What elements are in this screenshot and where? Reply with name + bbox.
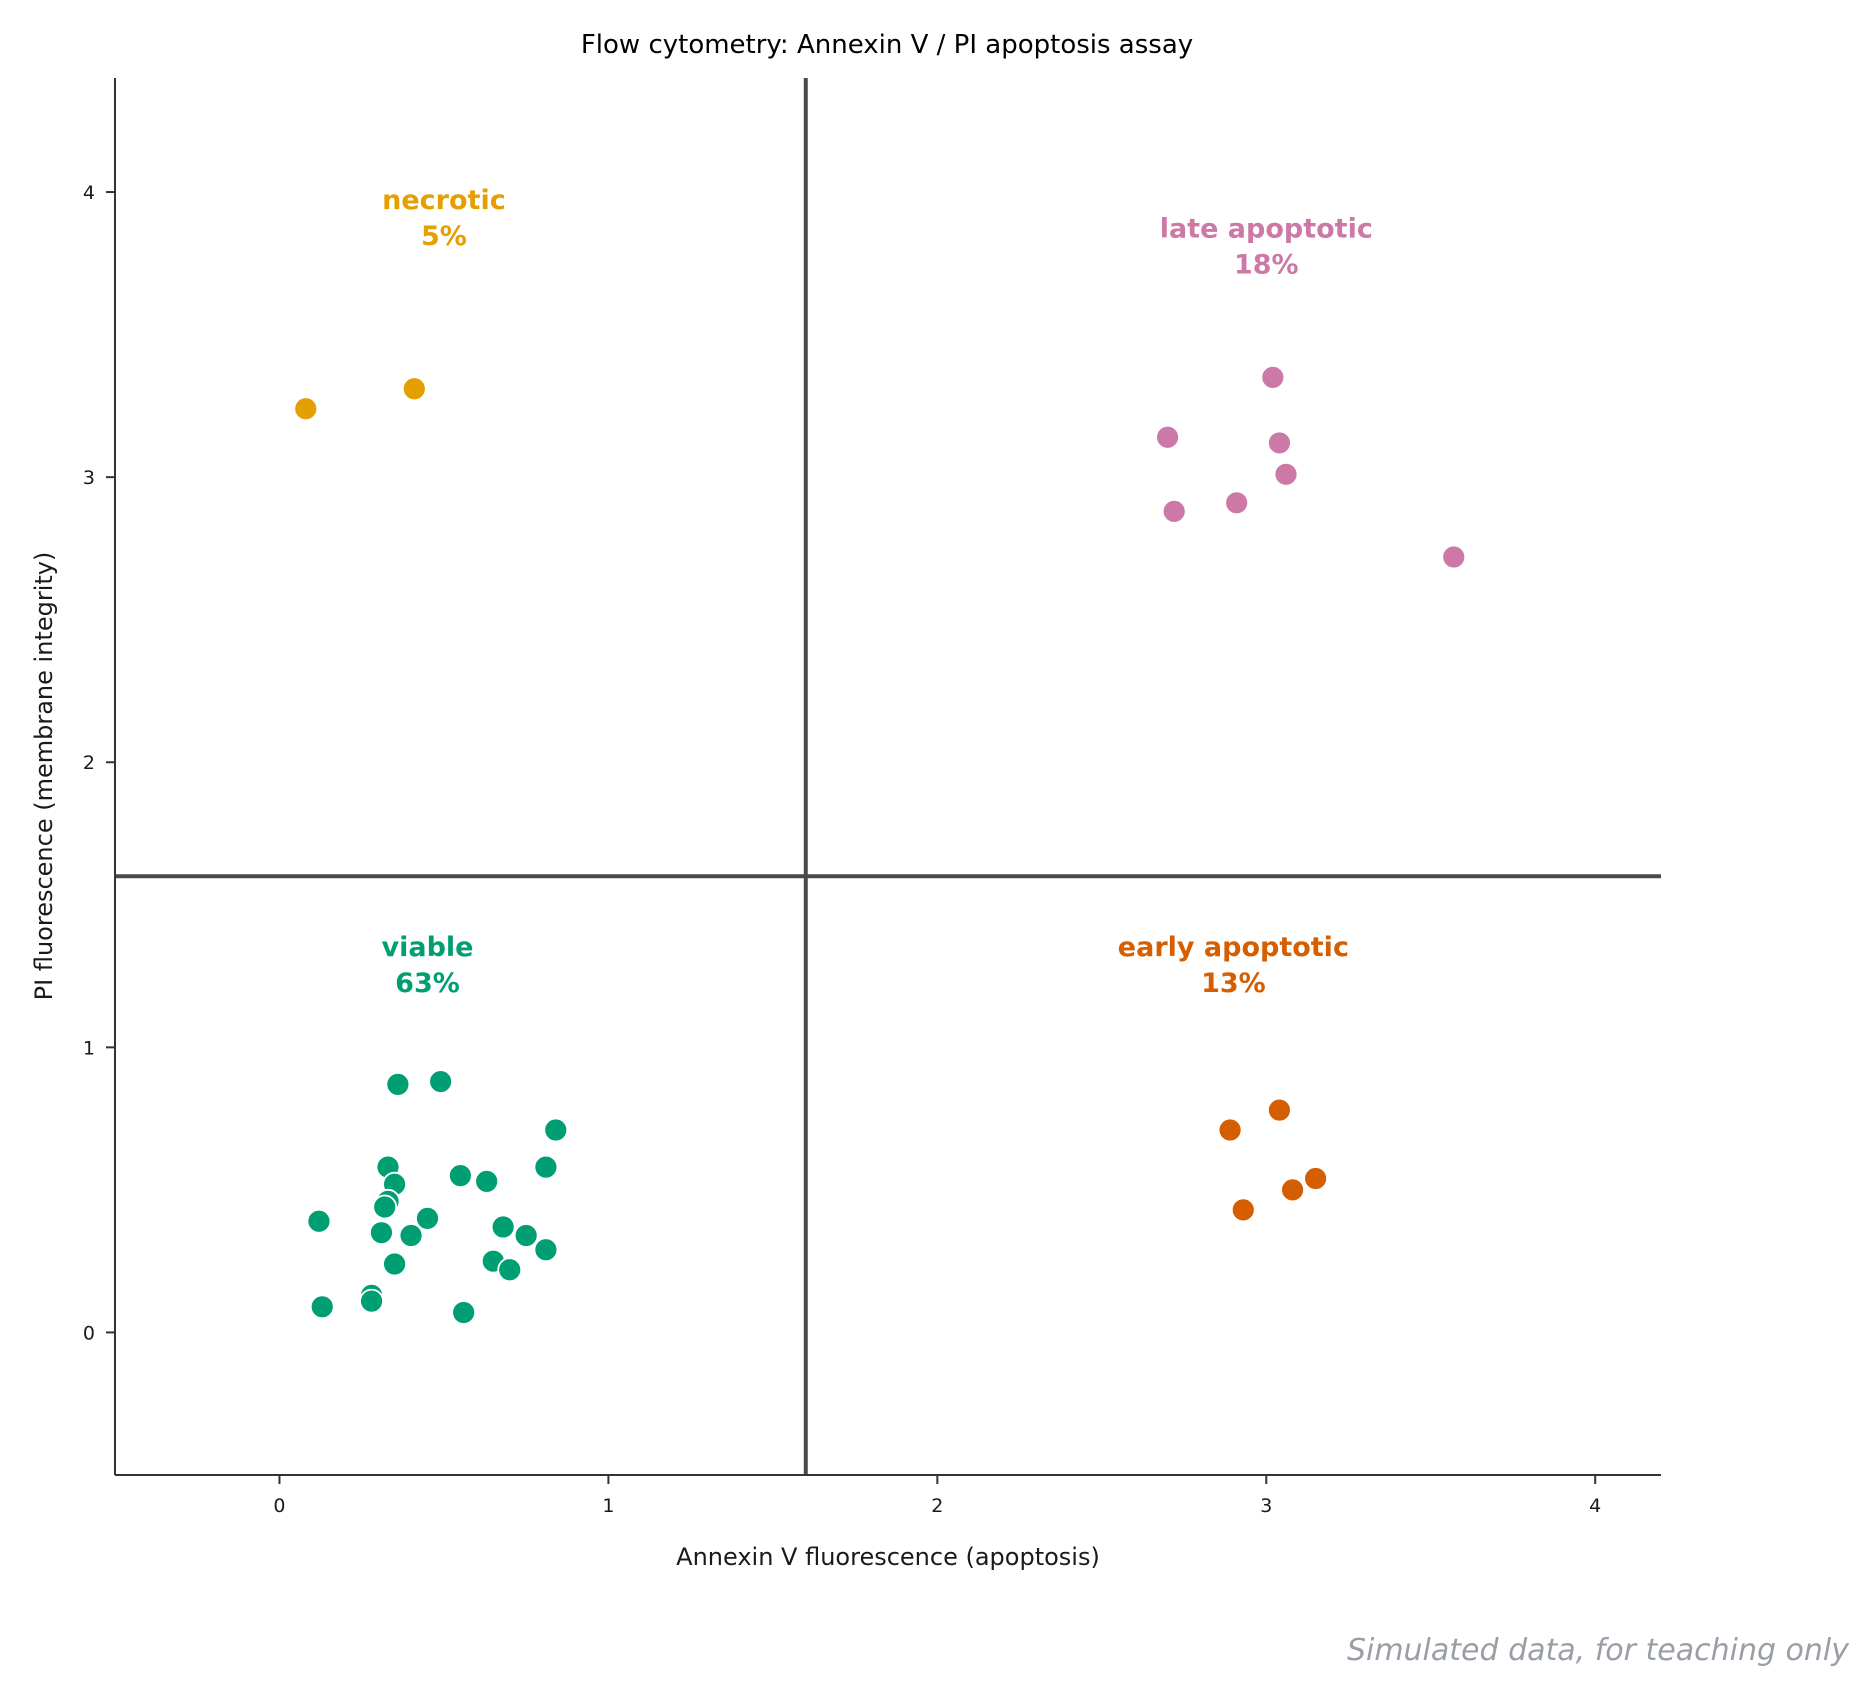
point-viable-17 (382, 1251, 407, 1277)
x-tick-label-4: 4 (1589, 1495, 1601, 1517)
point-viable-10 (306, 1208, 332, 1234)
point-viable-13 (398, 1223, 424, 1248)
point-necrotic-0 (293, 396, 319, 422)
point-late-apoptotic-6 (1441, 544, 1467, 570)
point-late-apoptotic-5 (1161, 498, 1187, 524)
point-viable-12 (369, 1220, 394, 1246)
y-tick-label-1: 1 (83, 1037, 95, 1059)
point-viable-15 (513, 1223, 539, 1248)
quadrant-percent-late: 18% (1234, 249, 1299, 280)
point-viable-22 (309, 1294, 335, 1320)
y-tick-label-3: 3 (83, 467, 95, 489)
quadrant-percent-viable: 63% (395, 968, 460, 999)
x-tick-label-3: 3 (1260, 1495, 1272, 1517)
point-viable-0 (385, 1072, 411, 1097)
point-late-apoptotic-1 (1155, 424, 1180, 450)
point-viable-19 (497, 1257, 523, 1283)
point-necrotic-1 (401, 376, 427, 402)
point-viable-23 (451, 1300, 477, 1325)
point-late-apoptotic-4 (1224, 490, 1250, 516)
chart-title: Flow cytometry: Annexin V / PI apoptosis… (581, 30, 1193, 60)
points-layer (293, 364, 1467, 1325)
quadrant-label-late: late apoptotic (1160, 213, 1373, 244)
point-late-apoptotic-3 (1273, 461, 1299, 487)
x-tick-label-2: 2 (931, 1495, 943, 1517)
y-tick-label-0: 0 (83, 1322, 95, 1344)
quadrant-percent-necrotic: 5% (421, 221, 467, 252)
quadrant-labels: viable 63% early apoptotic 13% late apoptoti… (382, 185, 1373, 999)
point-early-apoptotic-0 (1267, 1097, 1292, 1123)
x-tick-label-1: 1 (602, 1495, 614, 1517)
y-axis-label: PI fluorescence (membrane integrity) (30, 552, 58, 1001)
point-early-apoptotic-4 (1230, 1197, 1256, 1223)
point-viable-16 (533, 1237, 559, 1263)
point-early-apoptotic-2 (1303, 1166, 1329, 1191)
point-viable-1 (428, 1069, 454, 1094)
point-early-apoptotic-3 (1280, 1177, 1305, 1203)
point-viable-14 (490, 1214, 516, 1240)
point-viable-2 (543, 1117, 569, 1143)
point-viable-21 (359, 1288, 384, 1314)
ticks-layer: 0 1 2 3 4 0 1 2 3 4 (83, 182, 1601, 1517)
quadrant-label-viable: viable (382, 932, 474, 963)
quadrant-label-early: early apoptotic (1118, 932, 1349, 963)
x-axis-label: Annexin V fluorescence (apoptosis) (676, 1543, 1100, 1571)
footnote: Simulated data, for teaching only (1347, 1633, 1850, 1668)
point-viable-9 (372, 1194, 398, 1220)
x-tick-label-0: 0 (273, 1495, 285, 1517)
quadrant-percent-early: 13% (1201, 968, 1266, 999)
y-tick-label-2: 2 (83, 752, 95, 774)
point-viable-7 (533, 1154, 559, 1180)
y-tick-label-4: 4 (83, 182, 95, 204)
quadrant-label-necrotic: necrotic (382, 185, 506, 216)
point-viable-11 (415, 1206, 440, 1231)
point-viable-5 (447, 1163, 473, 1189)
point-early-apoptotic-1 (1217, 1117, 1243, 1143)
point-late-apoptotic-0 (1260, 364, 1286, 390)
point-late-apoptotic-2 (1267, 430, 1292, 456)
point-viable-6 (474, 1168, 500, 1194)
